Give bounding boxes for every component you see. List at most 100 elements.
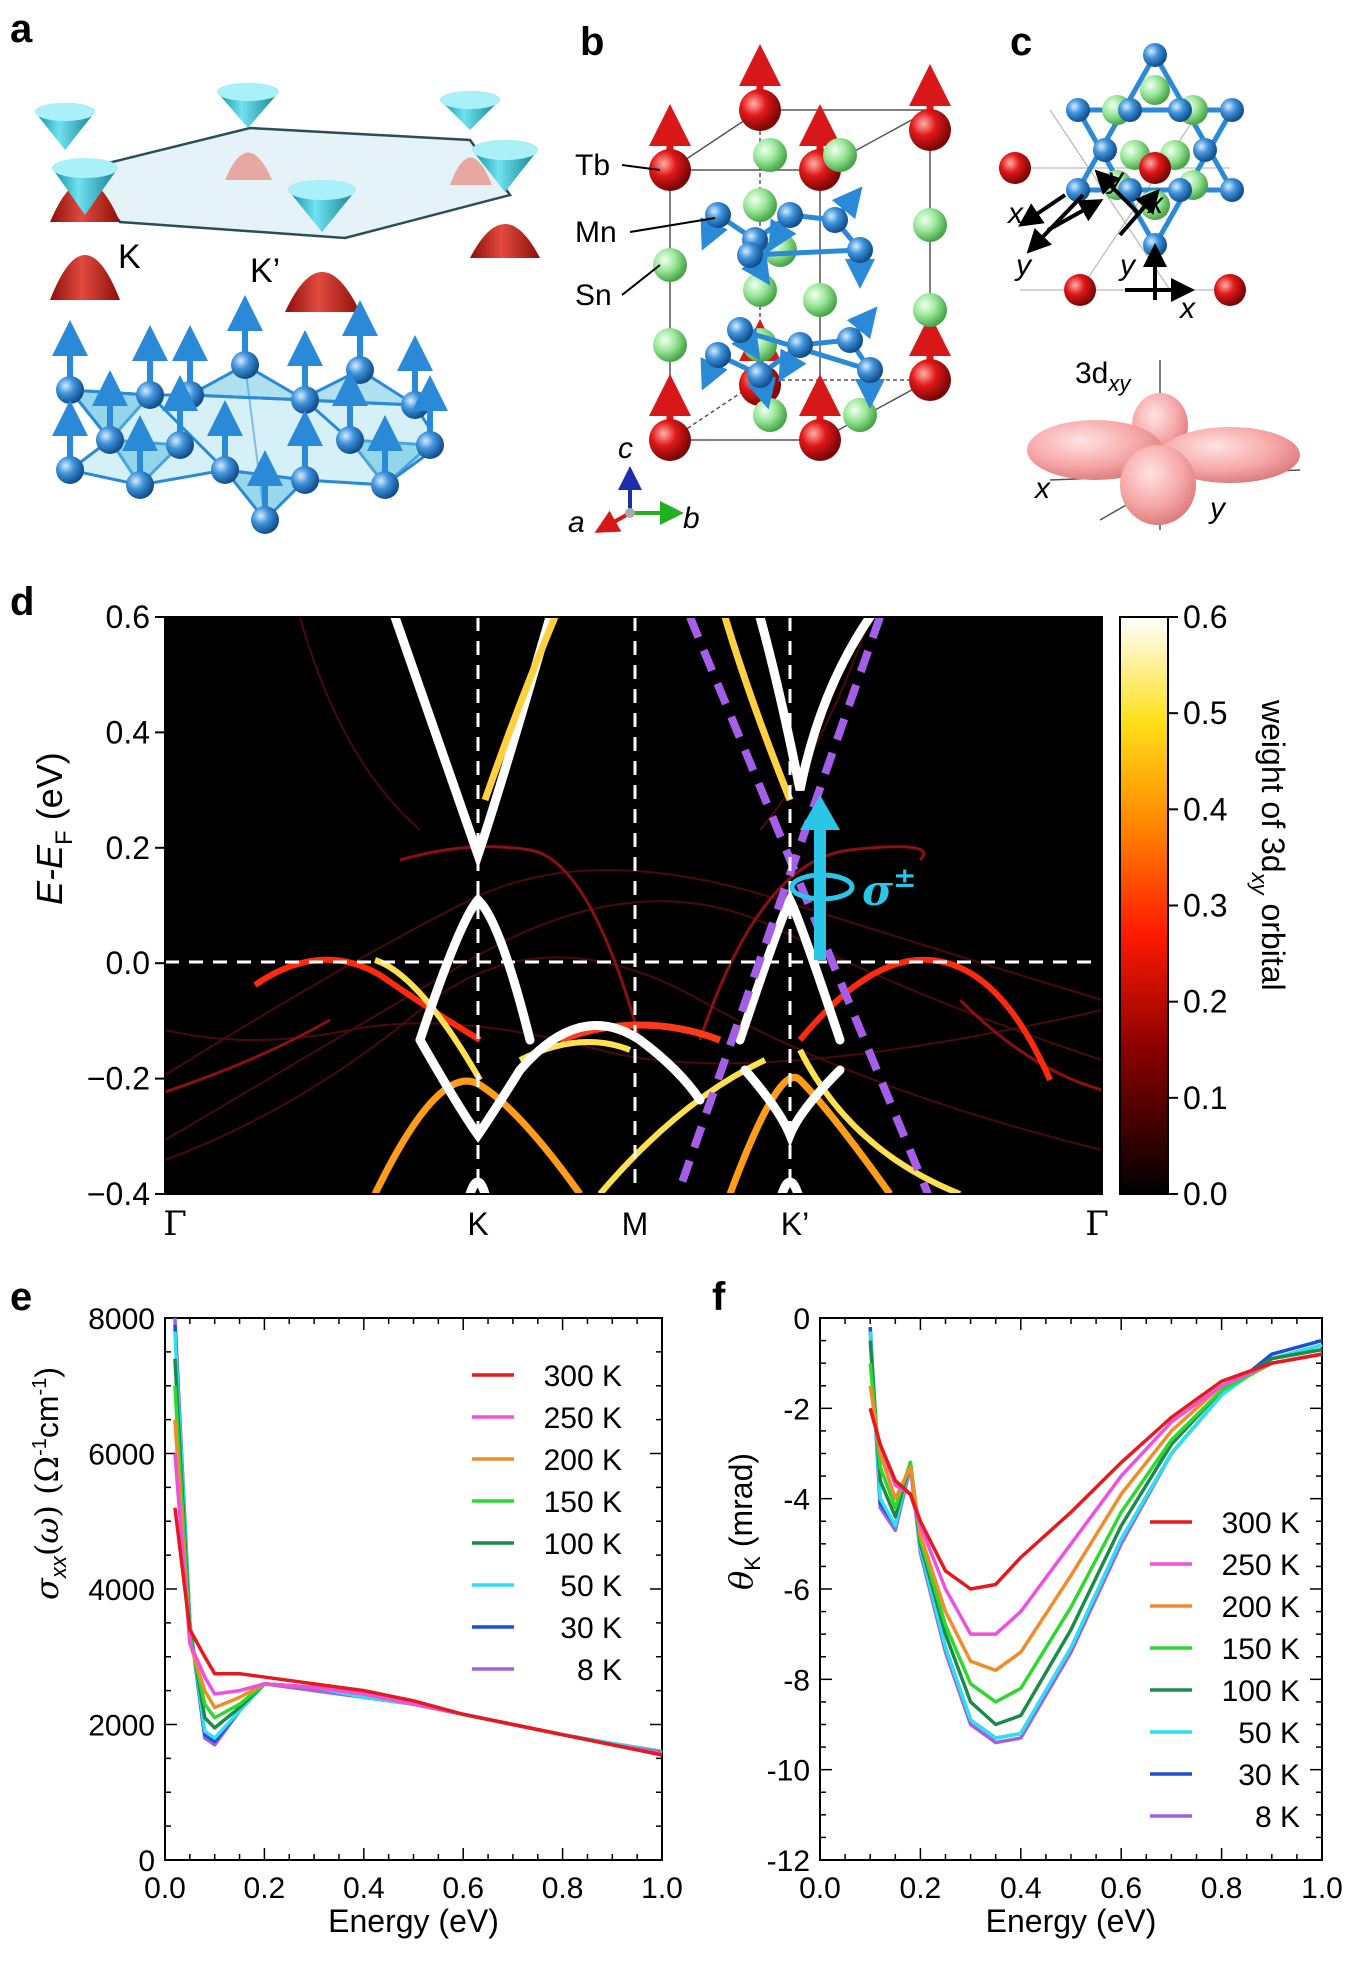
sn-atom bbox=[823, 138, 857, 172]
panel-c: c x y y x y x 3dxy bbox=[999, 20, 1301, 530]
mn-atom bbox=[346, 356, 374, 384]
axis-x-label-3: x bbox=[1178, 292, 1196, 325]
mn-atom bbox=[857, 357, 883, 383]
chart-f: 0.0 0.2 0.4 0.6 0.8 1.0 0 -2 -4 -6 -8 -10 -12 Energy … bbox=[767, 1303, 1343, 1939]
series-line-300k bbox=[173, 1507, 663, 1757]
x-tick-label: 0.4 bbox=[1000, 1872, 1042, 1905]
series-line-150k bbox=[868, 1352, 1323, 1704]
legend-label: 100 K bbox=[544, 1528, 622, 1561]
yellow-branch-kprime bbox=[721, 617, 794, 802]
sn-atom bbox=[743, 273, 777, 307]
mn-atom bbox=[787, 332, 813, 358]
colorbar-tick-label: 0.5 bbox=[1183, 695, 1227, 731]
sn-atom bbox=[803, 283, 837, 317]
mn-atom bbox=[847, 237, 873, 263]
axis-y-label-3: y bbox=[1118, 249, 1137, 282]
atom-pointer-sn bbox=[621, 264, 661, 296]
series-line-250k bbox=[868, 1352, 1323, 1636]
x-tick-label: 0.2 bbox=[244, 1872, 286, 1905]
tb-atom bbox=[1064, 274, 1096, 306]
orbital-label-sub: xy bbox=[1107, 371, 1132, 396]
colorbar-tick-label: 0.6 bbox=[1183, 599, 1227, 635]
brillouin-zone-hexagon bbox=[77, 126, 513, 240]
tb-atom bbox=[1214, 274, 1246, 306]
y-tick-label: 0 bbox=[138, 1845, 155, 1878]
y-tick-label: 6000 bbox=[88, 1439, 155, 1472]
x-tick-label: 0.8 bbox=[542, 1872, 584, 1905]
legend-label: 200 K bbox=[1222, 1591, 1300, 1624]
y-tick-label: -2 bbox=[783, 1393, 810, 1426]
axis-y-label-2: y bbox=[1106, 162, 1125, 195]
sn-atom bbox=[753, 398, 787, 432]
tb-atom bbox=[999, 152, 1031, 184]
mn-atom bbox=[211, 456, 239, 484]
valley-kprime-label: K’ bbox=[250, 252, 280, 290]
x-tick-label: 0.6 bbox=[1100, 1872, 1142, 1905]
legend-label: 100 K bbox=[1222, 1675, 1300, 1708]
sn-atom bbox=[653, 328, 687, 362]
colorbar-tick-label: 0.4 bbox=[1183, 791, 1227, 827]
mn-atom bbox=[705, 342, 731, 368]
x-tick-label: 0.0 bbox=[799, 1872, 841, 1905]
axis-c-label: c bbox=[618, 432, 633, 465]
tb-atom bbox=[909, 109, 951, 151]
axis-x-label-1: x bbox=[1006, 197, 1024, 230]
mn-atom bbox=[166, 431, 194, 459]
axis-origin bbox=[625, 508, 635, 518]
mn-atom bbox=[777, 202, 803, 228]
axis-x-label-2: x bbox=[1146, 187, 1164, 220]
y-tick-label: -12 bbox=[767, 1845, 810, 1878]
crystal-atoms bbox=[649, 44, 951, 461]
mn-atom bbox=[1220, 98, 1244, 122]
colorbar bbox=[1119, 616, 1169, 1195]
kpoint-label-gamma-left: Γ bbox=[163, 1204, 187, 1244]
y-tick-label: -10 bbox=[767, 1755, 810, 1788]
kagome-spins bbox=[52, 295, 448, 534]
cone-rim bbox=[472, 140, 538, 160]
mn-atom bbox=[231, 351, 259, 379]
kpoint-label-kprime: K’ bbox=[781, 1206, 809, 1242]
mn-atom bbox=[1168, 178, 1192, 202]
mn-atom bbox=[416, 431, 444, 459]
panel-d-label: d bbox=[10, 580, 34, 624]
mn-atom bbox=[737, 242, 763, 268]
panel-f-label: f bbox=[712, 1275, 726, 1319]
mn-atom bbox=[1093, 138, 1117, 162]
legend-label: 50 K bbox=[1238, 1717, 1300, 1750]
panel-e: e 0.0 0.2 0.4 0.6 0.8 1.0 0 2000 4000 6000 8000 Ene… bbox=[10, 1275, 683, 1939]
linear-band-dashed-right bbox=[686, 617, 932, 1194]
mn-atom bbox=[56, 456, 84, 484]
band-y-tick-label: −0.2 bbox=[87, 1061, 150, 1097]
background-bands bbox=[165, 617, 1102, 1161]
band-y-tick-label: −0.4 bbox=[87, 1176, 150, 1212]
chart-e: 0.0 0.2 0.4 0.6 0.8 1.0 0 2000 4000 6000 8000 Energ… bbox=[88, 1303, 683, 1939]
band-y-axis-label-main: E-E bbox=[29, 844, 70, 905]
sn-atom bbox=[913, 293, 947, 327]
unit-cell-box bbox=[669, 109, 931, 441]
legend-label: 30 K bbox=[560, 1612, 622, 1645]
sn-atom bbox=[653, 248, 687, 282]
lattice-bond bbox=[244, 364, 266, 521]
y-tick-label: 2000 bbox=[88, 1710, 155, 1743]
white-bands bbox=[390, 617, 875, 1194]
sn-atom bbox=[753, 138, 787, 172]
axis-y-label-1: y bbox=[1014, 249, 1033, 282]
tb-atom bbox=[909, 359, 951, 401]
band-y-tick-label: 0.6 bbox=[106, 599, 150, 635]
x-tick-label: 0.8 bbox=[1201, 1872, 1243, 1905]
panel-a-label: a bbox=[10, 7, 33, 51]
legend-label: 8 K bbox=[1255, 1801, 1300, 1834]
orange-bands bbox=[371, 1074, 893, 1194]
mn-atom bbox=[251, 506, 279, 534]
mn-atom bbox=[291, 466, 319, 494]
cone-rim bbox=[35, 103, 95, 121]
band-y-tick-label: 0.4 bbox=[106, 714, 150, 750]
valley-kprime-lower-cone bbox=[285, 272, 360, 312]
dim-red-bands bbox=[165, 845, 1102, 1094]
sn-atom bbox=[743, 188, 777, 222]
orbital-x-label: x bbox=[1033, 472, 1051, 505]
orbital-label-main: 3d bbox=[1075, 357, 1108, 390]
mn-atom bbox=[837, 327, 863, 353]
mn-atom bbox=[56, 376, 84, 404]
